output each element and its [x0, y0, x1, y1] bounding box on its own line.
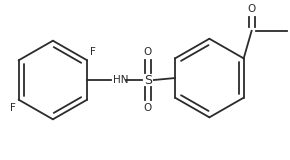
Text: O: O [144, 48, 152, 57]
Text: O: O [247, 4, 256, 14]
Text: HN: HN [113, 75, 129, 85]
Text: F: F [90, 47, 96, 57]
Text: S: S [144, 73, 152, 87]
Text: O: O [144, 103, 152, 112]
Text: F: F [10, 103, 16, 113]
